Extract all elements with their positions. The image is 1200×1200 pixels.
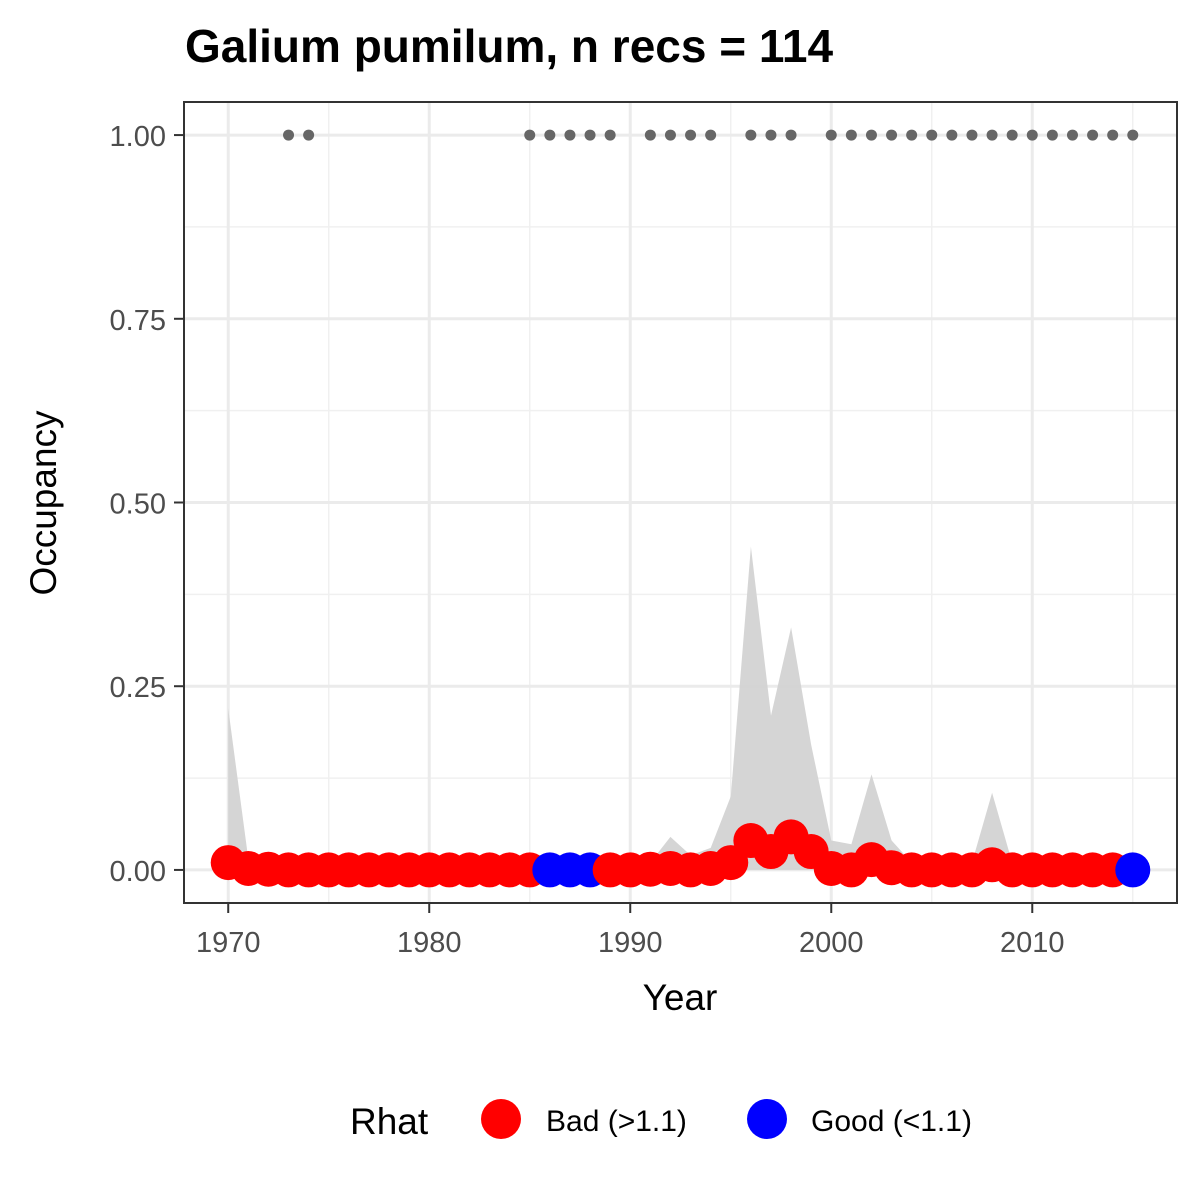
x-tick-label: 2000	[799, 927, 864, 959]
records-layer	[283, 129, 1139, 141]
record-point	[1087, 129, 1099, 141]
y-tick-label: 0.25	[110, 672, 166, 704]
record-point	[283, 129, 295, 141]
x-axis-title: Year	[643, 977, 718, 1018]
y-tick-label: 0.50	[110, 489, 166, 521]
record-point	[604, 129, 616, 141]
legend-title: Rhat	[350, 1101, 429, 1142]
record-point	[644, 129, 656, 141]
record-point	[1046, 129, 1058, 141]
x-tick-label: 1980	[397, 927, 462, 959]
record-point	[886, 129, 898, 141]
record-point	[946, 129, 958, 141]
legend-key-bad	[481, 1099, 521, 1139]
legend: Rhat Bad (>1.1) Good (<1.1)	[350, 1099, 972, 1142]
record-point	[986, 129, 998, 141]
record-point	[1066, 129, 1078, 141]
y-axis: 0.00 0.25 0.50 0.75 1.00	[110, 121, 184, 888]
record-point	[685, 129, 697, 141]
x-tick-label: 1990	[598, 927, 663, 959]
occupancy-point	[1115, 852, 1151, 888]
record-point	[1026, 129, 1038, 141]
record-point	[544, 129, 556, 141]
record-point	[584, 129, 596, 141]
y-axis-title: Occupancy	[23, 410, 64, 596]
y-tick-label: 0.00	[110, 856, 166, 888]
record-point	[1107, 129, 1119, 141]
record-point	[906, 129, 918, 141]
record-point	[825, 129, 837, 141]
x-tick-label: 1970	[196, 927, 261, 959]
record-point	[1006, 129, 1018, 141]
legend-key-good	[747, 1099, 787, 1139]
grid-major	[184, 102, 1177, 903]
record-point	[664, 129, 676, 141]
record-point	[303, 129, 315, 141]
record-point	[785, 129, 797, 141]
y-tick-label: 1.00	[110, 121, 166, 153]
record-point	[845, 129, 857, 141]
record-point	[524, 129, 536, 141]
y-tick-label: 0.75	[110, 305, 166, 337]
x-tick-label: 2010	[1000, 927, 1065, 959]
record-point	[926, 129, 938, 141]
record-point	[564, 129, 576, 141]
occupancy-points-layer	[210, 819, 1151, 888]
record-point	[966, 129, 978, 141]
record-point	[765, 129, 777, 141]
record-point	[745, 129, 757, 141]
chart-title: Galium pumilum, n recs = 114	[185, 20, 834, 72]
legend-label-bad: Bad (>1.1)	[546, 1105, 687, 1138]
record-point	[865, 129, 877, 141]
legend-label-good: Good (<1.1)	[811, 1105, 972, 1138]
record-point	[1127, 129, 1139, 141]
record-point	[705, 129, 717, 141]
x-axis: 1970 1980 1990 2000 2010	[196, 903, 1065, 959]
